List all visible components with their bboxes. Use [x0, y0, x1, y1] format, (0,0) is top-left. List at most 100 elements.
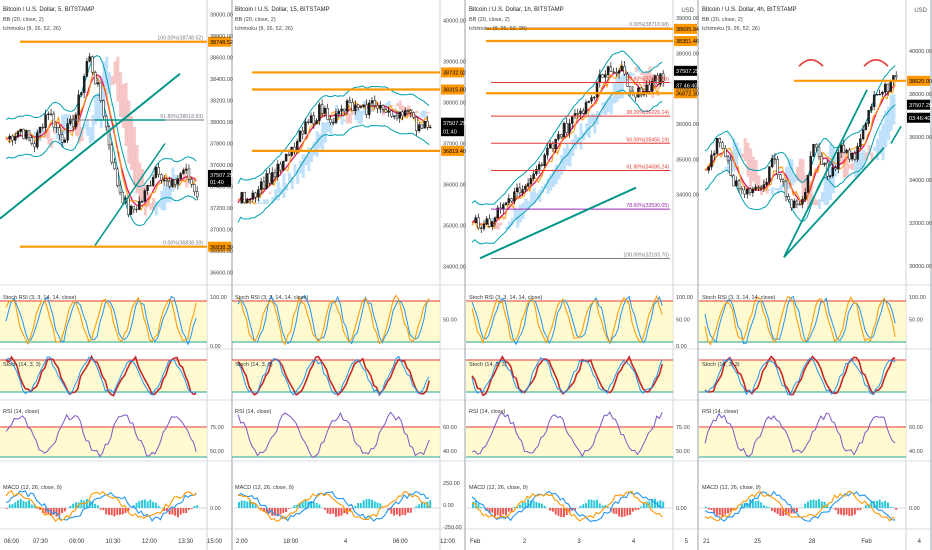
macd-histogram-bar [312, 501, 315, 508]
macd-histogram-bar [631, 508, 634, 512]
candle-body [365, 104, 368, 115]
candle-body [562, 123, 566, 138]
time-axis-tick: 2:00 [236, 539, 248, 545]
macd-histogram-bar [196, 505, 199, 508]
candle-body [63, 139, 67, 143]
macd-histogram-bar [870, 501, 873, 508]
candle-body [348, 100, 352, 103]
stochrsi-k-line [471, 295, 663, 346]
time-axis-tick: 12:00 [440, 539, 456, 545]
current-price-tag-label: 37 46:40 [676, 83, 697, 89]
candle-body [376, 105, 379, 109]
macd-histogram-bar [171, 508, 174, 515]
candle-body [595, 81, 599, 98]
rsi-label: RSI (14, close) [469, 409, 506, 415]
macd-histogram-bar [477, 503, 480, 508]
kumo-segment [351, 108, 355, 115]
macd-histogram-bar [423, 502, 426, 508]
macd-label: MACD (12, 26, close, 9) [3, 485, 62, 491]
kumo-segment [562, 148, 567, 171]
stoch-k-line [704, 355, 896, 396]
rsi-axis-tick: 40.00 [443, 449, 457, 455]
current-price-tag [674, 80, 697, 91]
candle-body [724, 148, 727, 158]
macd-histogram-bar [72, 503, 75, 508]
candle-body [340, 108, 343, 112]
candle-body [334, 113, 338, 123]
kumo-segment [804, 174, 808, 201]
candle-body [168, 180, 171, 187]
kumo-segment [746, 142, 750, 177]
kumo-segment [795, 166, 800, 181]
candle-body [426, 120, 429, 128]
kumo-segment [116, 56, 120, 102]
macd-histogram-bar [499, 508, 502, 517]
price-axis-tick: 34000.00 [676, 193, 699, 199]
macd-histogram-bar [716, 508, 718, 516]
kumo-segment [557, 165, 561, 180]
bb-upper-band [237, 85, 430, 184]
macd-histogram-bar [310, 501, 312, 508]
kumo-segment [870, 152, 874, 161]
kumo-segment [521, 202, 525, 219]
kumo-segment [187, 179, 192, 182]
time-axis-tick: 5 [685, 539, 689, 545]
candle-body [240, 192, 243, 204]
kumo-segment [516, 208, 520, 228]
candle-body [648, 84, 651, 92]
kumo-segment [318, 134, 322, 149]
macd-histogram-bar [301, 501, 304, 508]
price-axis-tick: 38000.00 [676, 51, 699, 57]
macd-histogram-bar [707, 508, 710, 510]
candle-body [193, 184, 196, 192]
current-price-tag-label: 37507.29 [676, 69, 699, 75]
candle-body [151, 177, 155, 186]
candle-body [732, 175, 735, 187]
price-axis: 40000.00 38000.00 36000.00 34000.00 32000.00… [909, 49, 932, 270]
kumo-segment [274, 189, 278, 201]
macd-histogram-bar [565, 508, 568, 515]
kumo-segment [812, 196, 816, 206]
stochrsi-d-line [5, 296, 197, 346]
macd-histogram-bar [598, 503, 601, 508]
kumo-segment [310, 151, 314, 163]
macd-histogram-bar [96, 505, 99, 508]
macd-histogram-bar [757, 500, 760, 508]
kumo-segment [637, 66, 641, 73]
macd-histogram-bar [640, 506, 643, 508]
macd-histogram-bar [58, 508, 61, 516]
macd-histogram-bar [22, 500, 25, 508]
kumo-segment [293, 164, 297, 175]
candle-body [368, 102, 371, 115]
candle-body [737, 180, 741, 189]
bb-lower-band [704, 104, 896, 222]
macd-histogram-bar [243, 500, 246, 508]
candle-body [883, 83, 887, 93]
candle-body [259, 181, 263, 190]
kumo-segment [615, 74, 619, 103]
currency-label: USD [681, 8, 694, 14]
price-axis-tick: 32000.00 [909, 221, 932, 227]
candle-body [38, 126, 42, 134]
kumo-segment [135, 144, 139, 194]
fib-level-label: 0.00%(38718.68) [629, 22, 669, 28]
kumo-segment [298, 161, 303, 174]
current-price-tag [441, 126, 464, 137]
kumo-segment [301, 154, 305, 178]
kumo-segment [387, 100, 391, 108]
current-price-tag-label: 37507.29 [909, 103, 932, 109]
kumo-segment [99, 76, 103, 128]
candle-body [171, 179, 174, 187]
macd-histogram-bar [240, 500, 243, 508]
kumo-segment [105, 56, 109, 96]
candle-body [184, 168, 188, 171]
candle-body [423, 120, 426, 129]
kumo-segment [110, 76, 114, 86]
kumo-segment [740, 153, 744, 158]
macd-histogram-bar [771, 508, 774, 511]
kumo-segment [524, 198, 528, 209]
macd-histogram-bar [332, 508, 335, 514]
candle-body [154, 167, 158, 178]
price-axis-tick: 38800.00 [210, 34, 233, 40]
